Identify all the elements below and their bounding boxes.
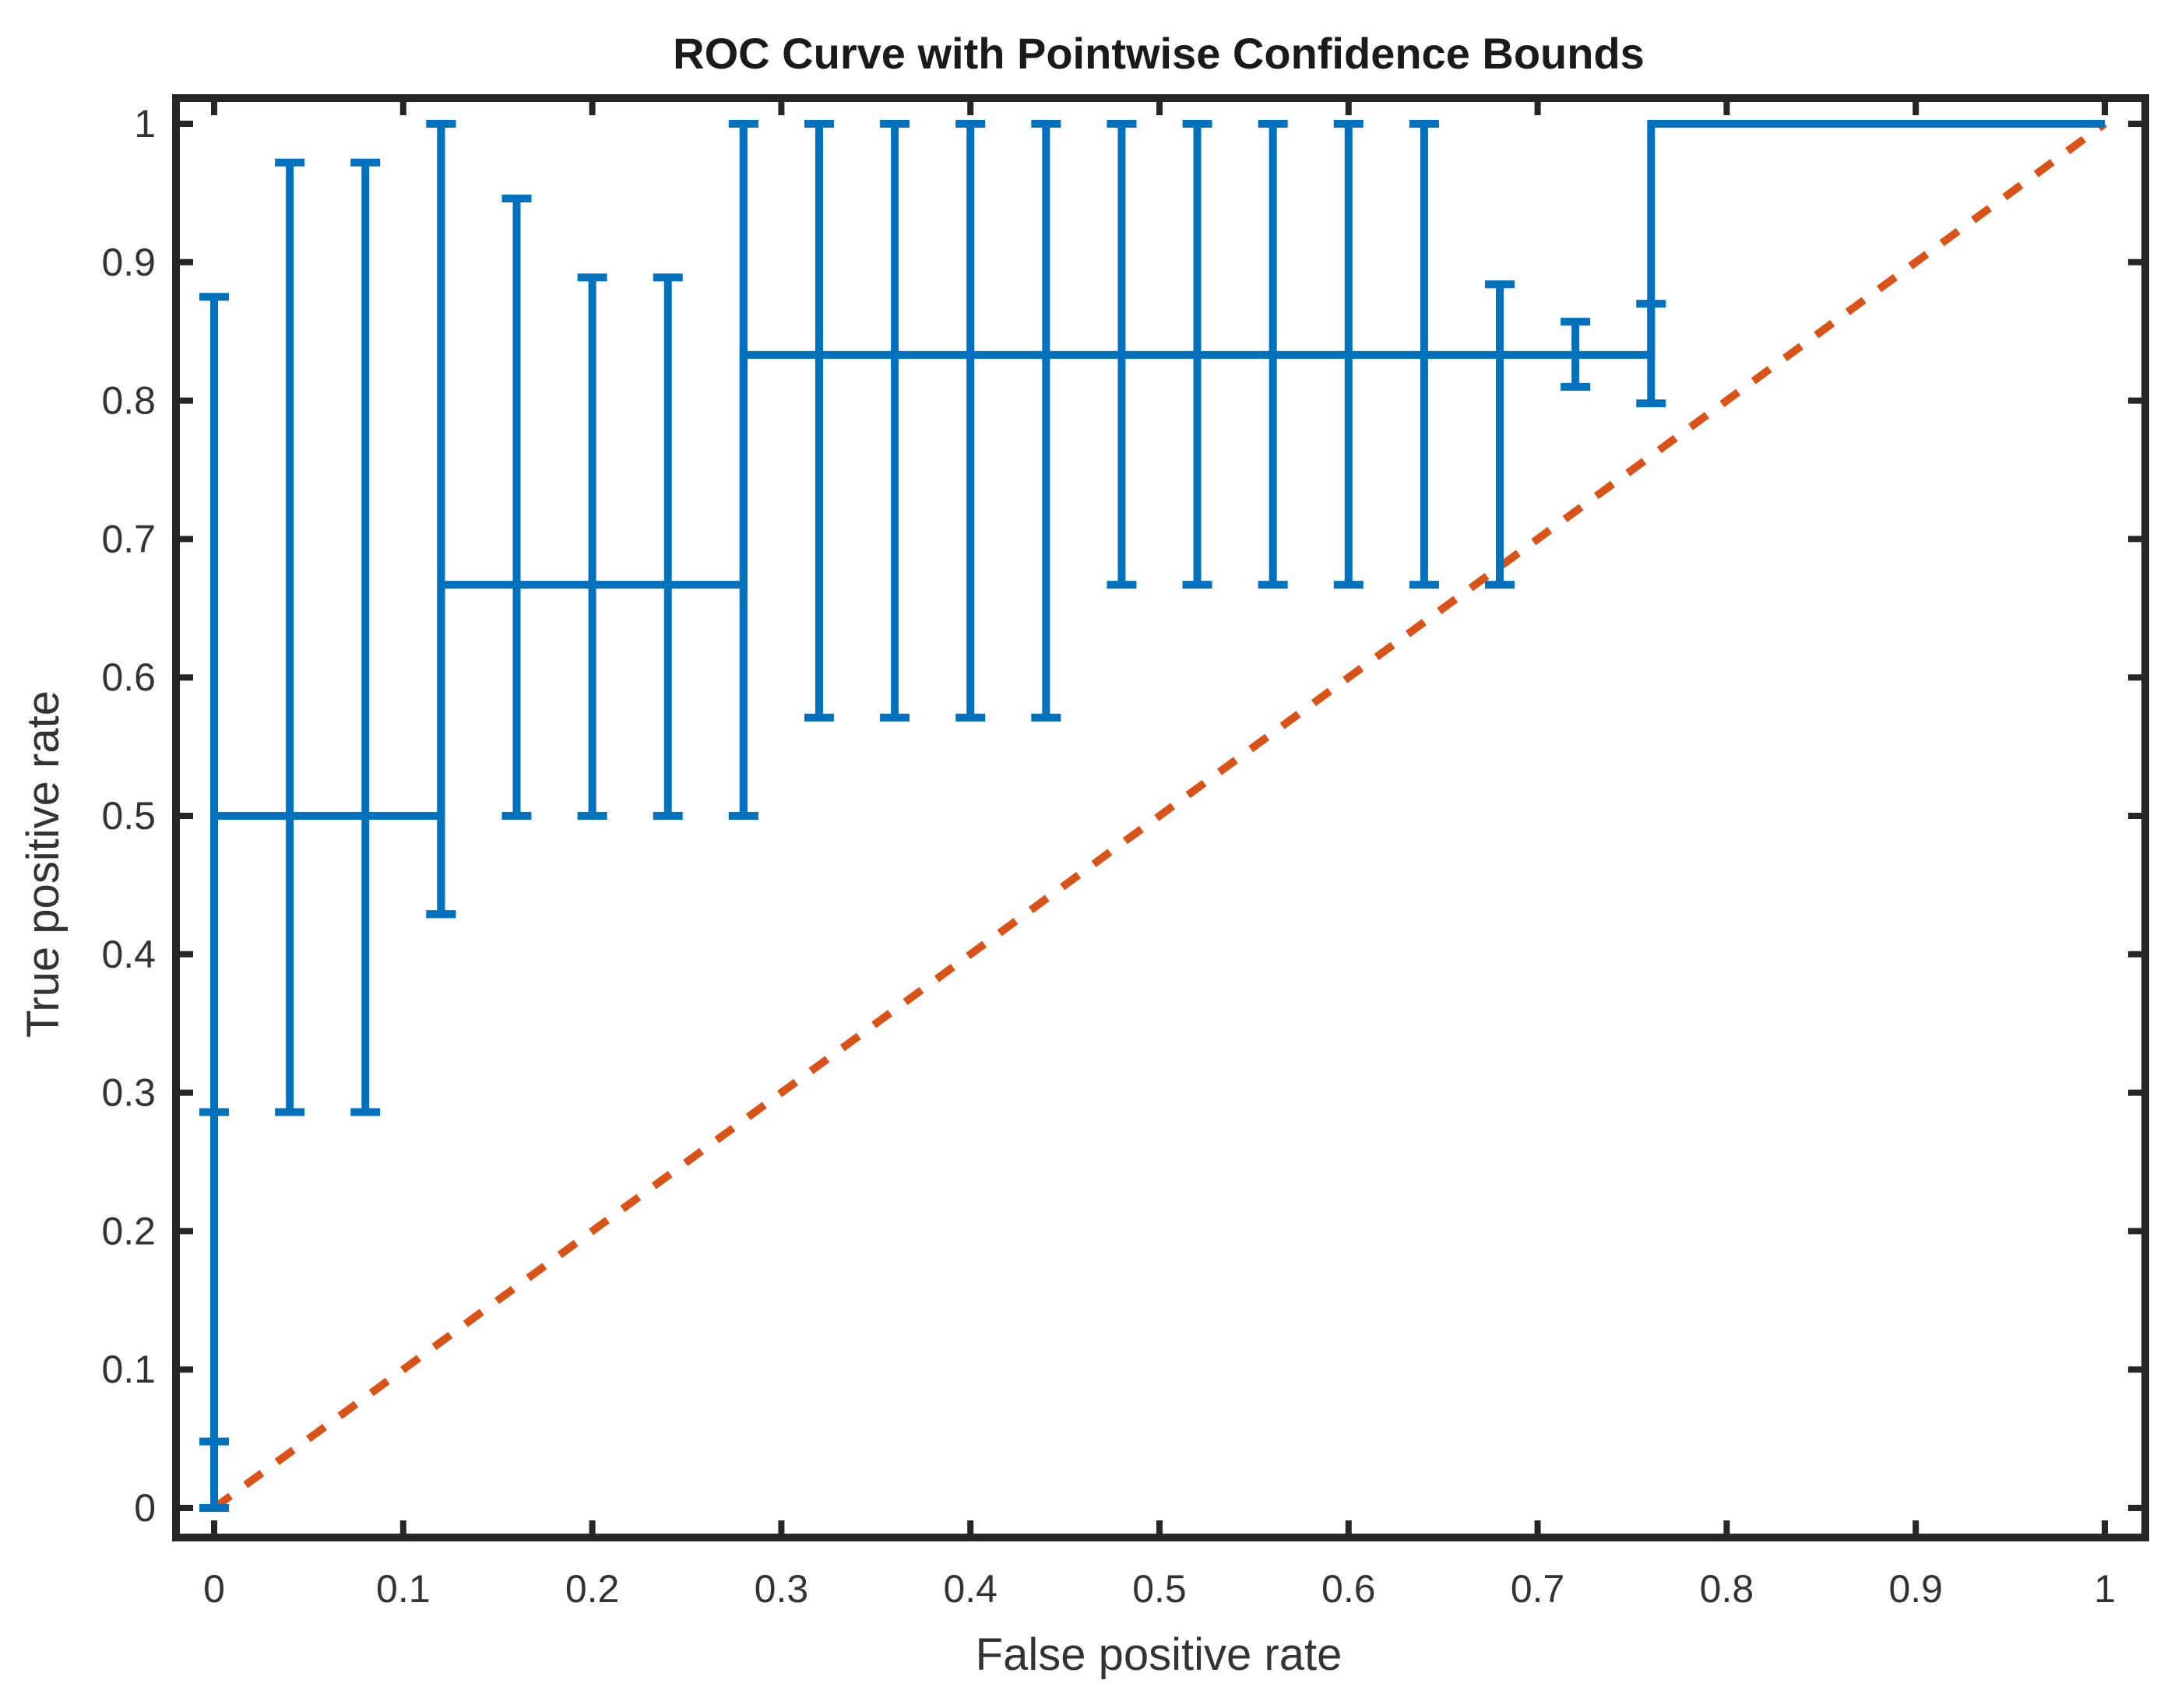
y-tick-label: 0.5 bbox=[101, 794, 156, 838]
error-bar-22 bbox=[1636, 300, 1666, 408]
error-bar-3 bbox=[350, 158, 381, 1116]
error-bar-12 bbox=[880, 120, 910, 722]
error-bar-1 bbox=[199, 293, 229, 1116]
x-tick-label: 0.5 bbox=[1132, 1567, 1187, 1611]
x-tick-label: 0.7 bbox=[1511, 1567, 1565, 1611]
x-axis-label: False positive rate bbox=[976, 1629, 1342, 1680]
chart-title: ROC Curve with Pointwise Confidence Boun… bbox=[673, 29, 1645, 78]
y-tick-label: 0.6 bbox=[101, 655, 156, 699]
error-bar-6 bbox=[501, 195, 532, 820]
x-tick-label: 0.8 bbox=[1700, 1567, 1754, 1611]
x-tick-label: 0.2 bbox=[565, 1567, 620, 1611]
error-bar-16 bbox=[1182, 120, 1212, 589]
y-tick-label: 0.1 bbox=[101, 1348, 156, 1391]
y-tick-label: 0.7 bbox=[101, 517, 156, 561]
axis-ticks: 0 0.1 0.2 0.3 0.4 0.5 0.6 0.7 0.8 0.9 1 0 0.1 0.2 0.3 0… bbox=[101, 98, 2145, 1611]
error-bar-8 bbox=[653, 273, 683, 820]
error-bar-0 bbox=[199, 1437, 229, 1512]
error-bar-21 bbox=[1561, 318, 1591, 391]
error-bar-19 bbox=[1409, 120, 1439, 589]
y-tick-label: 1 bbox=[134, 102, 156, 146]
error-bar-17 bbox=[1258, 120, 1288, 589]
x-tick-label: 0.4 bbox=[943, 1567, 998, 1611]
x-tick-label: 0 bbox=[203, 1567, 225, 1611]
y-tick-label: 0.3 bbox=[101, 1071, 156, 1115]
y-axis-label: True positive rate bbox=[18, 691, 69, 1038]
reference-diagonal-line bbox=[212, 120, 2107, 1512]
plot-area bbox=[199, 120, 2107, 1512]
y-tick-label: 0.8 bbox=[101, 379, 156, 423]
error-bar-2 bbox=[275, 158, 305, 1116]
y-tick-label: 0 bbox=[134, 1486, 156, 1530]
axes-box bbox=[172, 94, 2149, 1541]
error-bar-11 bbox=[804, 120, 834, 722]
error-bar-7 bbox=[577, 273, 607, 820]
error-bar-14 bbox=[1031, 120, 1061, 722]
error-bar-15 bbox=[1107, 120, 1137, 589]
error-bar-5 bbox=[426, 120, 456, 919]
error-bar-20 bbox=[1485, 280, 1515, 589]
x-tick-label: 0.6 bbox=[1321, 1567, 1376, 1611]
error-bar-10 bbox=[728, 120, 758, 820]
x-tick-label: 0.1 bbox=[376, 1567, 431, 1611]
error-bar-18 bbox=[1333, 120, 1363, 589]
error-bar-13 bbox=[955, 120, 986, 722]
y-tick-label: 0.9 bbox=[101, 241, 156, 284]
x-tick-label: 1 bbox=[2094, 1567, 2116, 1611]
x-tick-label: 0.9 bbox=[1888, 1567, 1943, 1611]
y-tick-label: 0.4 bbox=[101, 933, 156, 976]
y-tick-label: 0.2 bbox=[101, 1209, 156, 1253]
x-tick-label: 0.3 bbox=[755, 1567, 809, 1611]
